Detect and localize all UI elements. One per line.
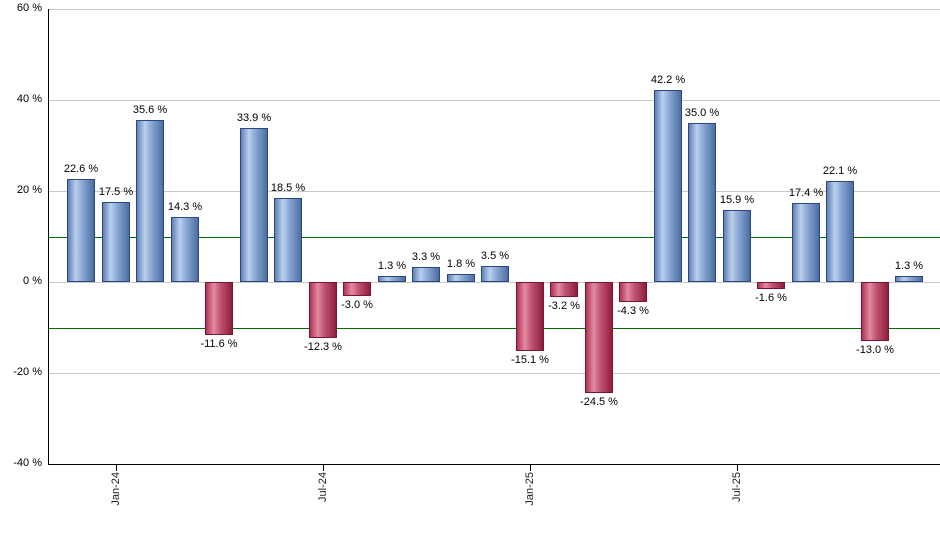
bar-value-label: -1.6 %: [755, 292, 787, 304]
bar-may-25: [654, 90, 682, 282]
y-axis-tick-label: 40 %: [16, 93, 42, 105]
bar-apr-25: [619, 282, 647, 302]
bar-feb-24: [136, 120, 164, 282]
bar-may-24: [240, 128, 268, 282]
bar-value-label: 17.5 %: [98, 186, 134, 198]
bar-value-label: 42.2 %: [650, 74, 686, 86]
bar-mar-25: [585, 282, 613, 393]
threshold-line-lower: [48, 328, 940, 329]
bar-jul-25: [723, 210, 751, 282]
bar-value-label: 15.9 %: [719, 194, 755, 206]
bar-oct-24: [412, 267, 440, 282]
bar-sep-24: [378, 276, 406, 282]
x-axis-tick: [530, 465, 531, 471]
bar-dec-25: [895, 276, 923, 282]
y-axis-line: [48, 9, 49, 465]
bar-value-label: -13.0 %: [856, 344, 894, 356]
x-axis-tick-label: Jan-24: [110, 472, 122, 506]
x-axis-tick: [116, 465, 117, 471]
bar-value-label: -24.5 %: [580, 396, 618, 408]
bar-value-label: 33.9 %: [236, 112, 272, 124]
threshold-line-upper: [48, 237, 940, 238]
bar-value-label: -12.3 %: [304, 341, 342, 353]
bar-apr-24: [205, 282, 233, 335]
bar-value-label: 17.4 %: [788, 187, 824, 199]
bar-value-label: -3.2 %: [548, 300, 580, 312]
bar-dec-24: [481, 266, 509, 282]
y-gridline: [48, 373, 940, 374]
x-axis-tick-label: Jan-25: [524, 472, 536, 506]
bar-value-label: 22.1 %: [822, 165, 858, 177]
x-axis-line: [48, 464, 940, 465]
bar-feb-25: [550, 282, 578, 297]
bar-oct-25: [826, 181, 854, 282]
bar-value-label: 18.5 %: [270, 182, 306, 194]
x-axis-tick: [737, 465, 738, 471]
bar-value-label: 3.3 %: [411, 251, 441, 263]
bar-aug-24: [343, 282, 371, 296]
bar-value-label: -4.3 %: [617, 305, 649, 317]
bar-value-label: 35.0 %: [684, 107, 720, 119]
y-axis-tick-label: 20 %: [16, 184, 42, 196]
y-axis-tick-label: -40 %: [13, 457, 42, 469]
bar-nov-24: [447, 274, 475, 282]
bar-dec-23: [67, 179, 95, 282]
bar-mar-24: [171, 217, 199, 282]
y-gridline: [48, 191, 940, 192]
bar-value-label: 1.8 %: [446, 258, 476, 270]
bar-value-label: 14.3 %: [167, 201, 203, 213]
y-gridline: [48, 9, 940, 10]
bar-value-label: 22.6 %: [63, 163, 99, 175]
bar-jul-24: [309, 282, 337, 338]
bar-value-label: -11.6 %: [200, 338, 238, 350]
x-axis-tick-label: Jul-24: [317, 472, 329, 502]
bar-value-label: 35.6 %: [132, 104, 168, 116]
y-gridline: [48, 100, 940, 101]
x-axis-tick-label: Jul-25: [731, 472, 743, 502]
y-gridline: [48, 282, 940, 283]
bar-jun-25: [688, 123, 716, 282]
bar-value-label: 1.3 %: [894, 260, 924, 272]
bar-jun-24: [274, 198, 302, 282]
bar-value-label: -15.1 %: [511, 354, 549, 366]
bar-value-label: 3.5 %: [480, 250, 510, 262]
bar-sep-25: [792, 203, 820, 282]
x-axis-tick: [323, 465, 324, 471]
y-axis-tick-label: -20 %: [13, 366, 42, 378]
y-axis-tick-label: 0 %: [23, 275, 42, 287]
y-axis-tick-label: 60 %: [16, 2, 42, 14]
bar-nov-25: [861, 282, 889, 341]
bar-value-label: 1.3 %: [377, 260, 407, 272]
bar-aug-25: [757, 282, 785, 289]
bar-jan-24: [102, 202, 130, 282]
bar-jan-25: [516, 282, 544, 351]
bar-value-label: -3.0 %: [341, 299, 373, 311]
